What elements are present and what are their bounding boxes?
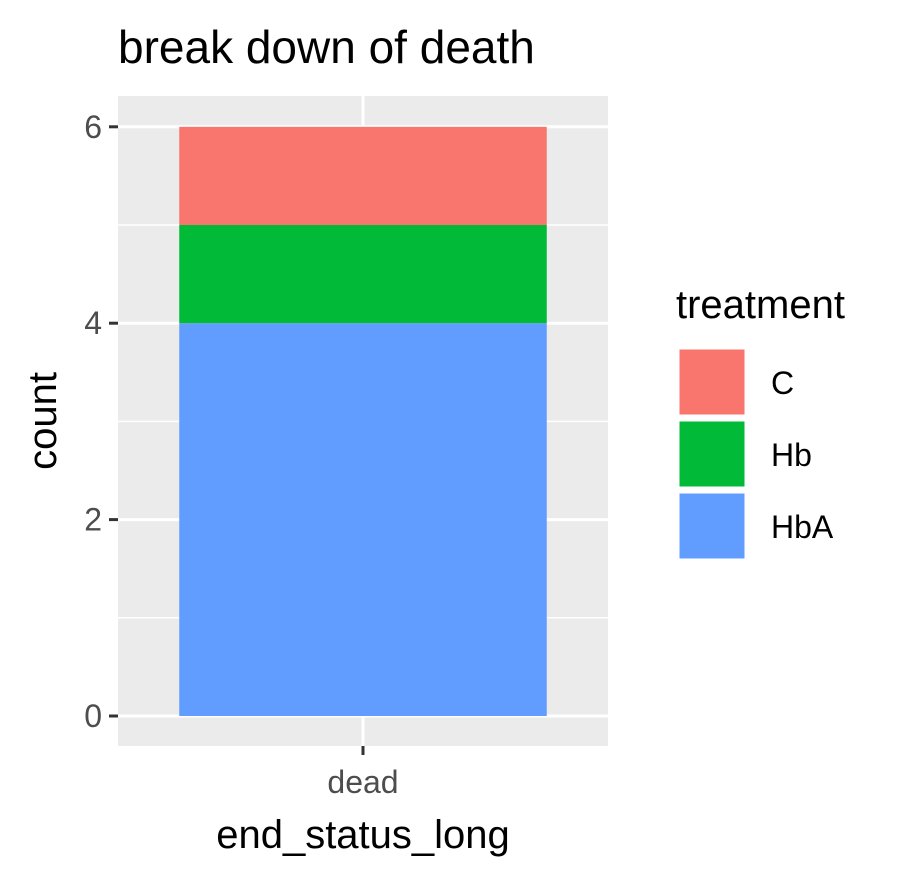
bar-segment-hb — [179, 225, 547, 324]
y-tick-label: 4 — [84, 305, 102, 341]
chart-title: break down of death — [118, 21, 535, 73]
legend-title: treatment — [676, 283, 845, 327]
y-axis: 0 2 4 6 — [84, 109, 118, 734]
x-axis-title: end_status_long — [216, 813, 510, 857]
legend-label-hb: Hb — [771, 437, 812, 473]
y-axis-title: count — [21, 372, 65, 470]
x-tick-label: dead — [327, 764, 398, 800]
legend-label-c: C — [771, 365, 794, 401]
legend-label-hba: HbA — [771, 509, 834, 545]
y-tick-label: 6 — [84, 109, 102, 145]
legend: C Hb HbA — [676, 346, 834, 562]
x-axis: dead — [327, 746, 399, 800]
y-tick-label: 0 — [84, 698, 102, 734]
bar-segment-c — [179, 126, 547, 225]
y-tick-label: 2 — [84, 502, 102, 538]
legend-key-hb — [676, 418, 748, 490]
legend-key-hba — [676, 490, 748, 562]
bar-segment-hba — [179, 323, 547, 716]
bar-stack — [179, 126, 547, 716]
legend-key-c — [676, 346, 748, 418]
